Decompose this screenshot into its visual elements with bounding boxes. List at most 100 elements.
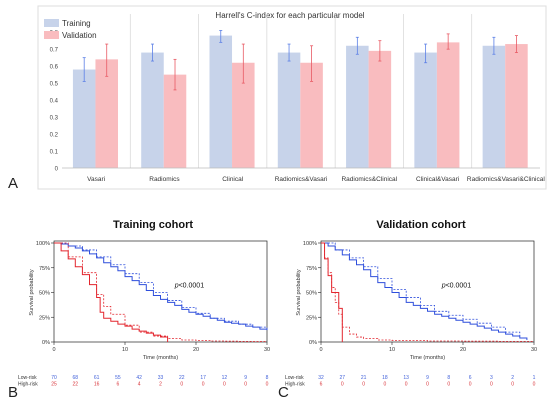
y-tick-label: 0 <box>55 167 59 173</box>
y-tick-label: 25% <box>306 315 317 321</box>
risk-count: 25 <box>51 382 57 388</box>
y-tick-label: 75% <box>39 266 50 272</box>
km-curve-low-risk-dashed <box>321 242 521 337</box>
risk-count: 0 <box>447 382 450 388</box>
risk-count: 0 <box>180 382 183 388</box>
category-label: Radiomics <box>149 176 180 183</box>
km-curve-high-risk-dashed <box>54 242 267 342</box>
risk-count: 6 <box>320 382 323 388</box>
risk-count: 61 <box>94 375 100 381</box>
bar-legend: Training Validation <box>44 19 97 40</box>
km-curve-high-risk-dashed <box>321 242 535 342</box>
legend-swatch-training <box>44 19 59 27</box>
risk-count: 70 <box>51 375 57 381</box>
risk-count: 2 <box>511 375 514 381</box>
risk-count: 0 <box>362 382 365 388</box>
y-axis-label: Survival probability <box>296 269 302 315</box>
risk-count: 13 <box>403 375 409 381</box>
y-tick-label: 0.2 <box>50 133 59 139</box>
bar-training <box>414 52 437 169</box>
x-axis-label: Time (months) <box>143 355 178 361</box>
y-tick-label: 0.1 <box>50 150 59 156</box>
risk-count: 16 <box>94 382 100 388</box>
bar-training <box>482 45 506 168</box>
risk-row-label: High-risk <box>18 382 38 388</box>
km-frame <box>320 240 535 343</box>
risk-count: 0 <box>533 382 536 388</box>
km-curve-low-risk-dashed <box>54 242 268 330</box>
risk-count: 6 <box>469 375 472 381</box>
km-curve-low-risk-solid <box>321 242 528 341</box>
bar-validation <box>368 50 392 168</box>
p-value-annotation: p<0.0001 <box>441 283 472 290</box>
km-curve-high-risk-solid <box>321 242 343 342</box>
risk-count: 0 <box>223 382 226 388</box>
risk-count: 12 <box>222 375 228 381</box>
risk-count: 68 <box>73 375 79 381</box>
y-tick-label: 75% <box>306 266 317 272</box>
risk-count: 6 <box>117 382 120 388</box>
legend-swatch-validation <box>44 31 59 39</box>
bar-training <box>141 52 164 169</box>
bar-training <box>72 69 96 168</box>
y-tick-label: 100% <box>36 241 50 247</box>
risk-count: 4 <box>138 382 141 388</box>
category-label: Radiomics&Vasari <box>275 176 328 183</box>
x-tick-label: 20 <box>193 347 199 353</box>
risk-count: 8 <box>447 375 450 381</box>
risk-count: 17 <box>200 375 206 381</box>
risk-count: 0 <box>384 382 387 388</box>
category-label: Clinical <box>222 176 244 183</box>
legend-label-training: Training <box>62 19 91 28</box>
risk-count: 0 <box>469 382 472 388</box>
risk-count: 3 <box>490 375 493 381</box>
km-curve-high-risk-solid <box>54 242 169 342</box>
bar-validation <box>232 62 255 168</box>
risk-count: 0 <box>490 382 493 388</box>
x-tick-label: 30 <box>531 347 537 353</box>
bar-training <box>277 52 301 169</box>
p-value-annotation: p<0.0001 <box>174 283 205 290</box>
risk-count: 27 <box>340 375 346 381</box>
risk-count: 0 <box>341 382 344 388</box>
x-tick-label: 0 <box>319 347 322 353</box>
risk-count: 32 <box>318 375 324 381</box>
y-tick-label: 0.6 <box>50 65 59 71</box>
y-axis-label: Survival probability <box>29 269 35 315</box>
risk-count: 0 <box>244 382 247 388</box>
risk-count: 22 <box>179 375 185 381</box>
risk-count: 0 <box>511 382 514 388</box>
km-frame <box>53 240 268 343</box>
x-tick-label: 10 <box>122 347 128 353</box>
risk-row-label: Low-risk <box>18 375 37 381</box>
category-label: Clinical&Vasari <box>416 176 459 183</box>
risk-count: 22 <box>73 382 79 388</box>
bar-validation <box>436 42 460 168</box>
risk-count: 55 <box>115 375 121 381</box>
risk-count: 9 <box>426 375 429 381</box>
bar-training <box>209 35 233 169</box>
category-label: Radiomics&Clinical <box>341 176 397 183</box>
category-label: Radiomics&Vasari&Clinical <box>467 176 545 183</box>
x-tick-label: 0 <box>52 347 55 353</box>
training-cohort-title: Training cohort <box>113 219 193 231</box>
risk-count: 0 <box>405 382 408 388</box>
x-tick-label: 30 <box>264 347 270 353</box>
x-tick-label: 20 <box>460 347 466 353</box>
risk-count: 0 <box>266 382 269 388</box>
risk-count: 2 <box>159 382 162 388</box>
panel-label-c: C <box>278 384 289 401</box>
risk-count: 8 <box>266 375 269 381</box>
risk-count: 0 <box>426 382 429 388</box>
y-tick-label: 0% <box>42 340 50 346</box>
bar-validation <box>95 59 118 168</box>
validation-cohort-title: Validation cohort <box>376 219 466 231</box>
risk-row-label: High-risk <box>285 382 305 388</box>
legend-label-validation: Validation <box>62 31 97 40</box>
risk-count: 9 <box>244 375 247 381</box>
risk-count: 0 <box>202 382 205 388</box>
km-curve-low-risk-solid <box>54 242 268 331</box>
bar-validation <box>505 44 528 169</box>
